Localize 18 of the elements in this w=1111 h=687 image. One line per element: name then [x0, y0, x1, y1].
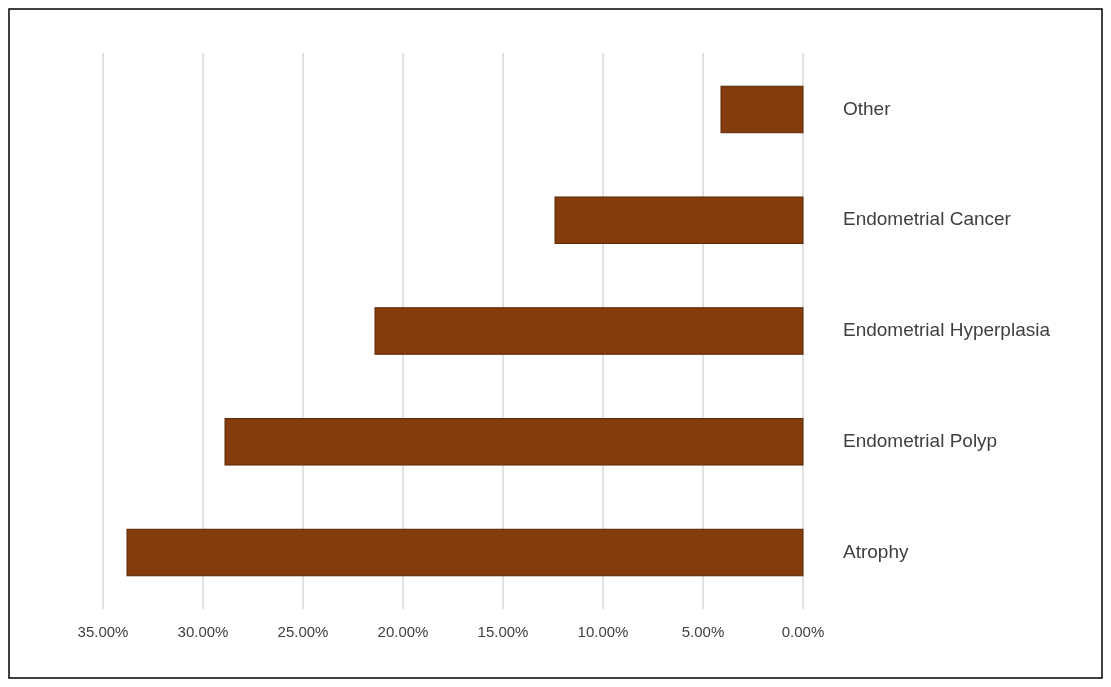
x-tick-label: 10.00% [577, 623, 629, 640]
bar [126, 528, 804, 577]
bar [224, 418, 804, 466]
y-tick-label: Endometrial Hyperplasia [843, 319, 1051, 341]
x-tick-label: 15.00% [477, 623, 529, 640]
y-tick-label: Endometrial Polyp [843, 429, 998, 451]
bar [720, 85, 804, 134]
x-tick-label: 5.00% [681, 623, 725, 640]
bar [554, 196, 804, 244]
x-tick-label: 35.00% [77, 623, 129, 640]
y-tick-label: Other [843, 97, 892, 119]
x-tick-label: 30.00% [177, 623, 229, 640]
x-tick-label: 0.00% [781, 623, 825, 640]
y-tick-label: Atrophy [843, 540, 909, 562]
bar [374, 307, 804, 355]
y-tick-label: Endometrial Cancer [843, 208, 1012, 230]
x-tick-label: 20.00% [377, 623, 429, 640]
x-tick-label: 25.00% [277, 623, 329, 640]
